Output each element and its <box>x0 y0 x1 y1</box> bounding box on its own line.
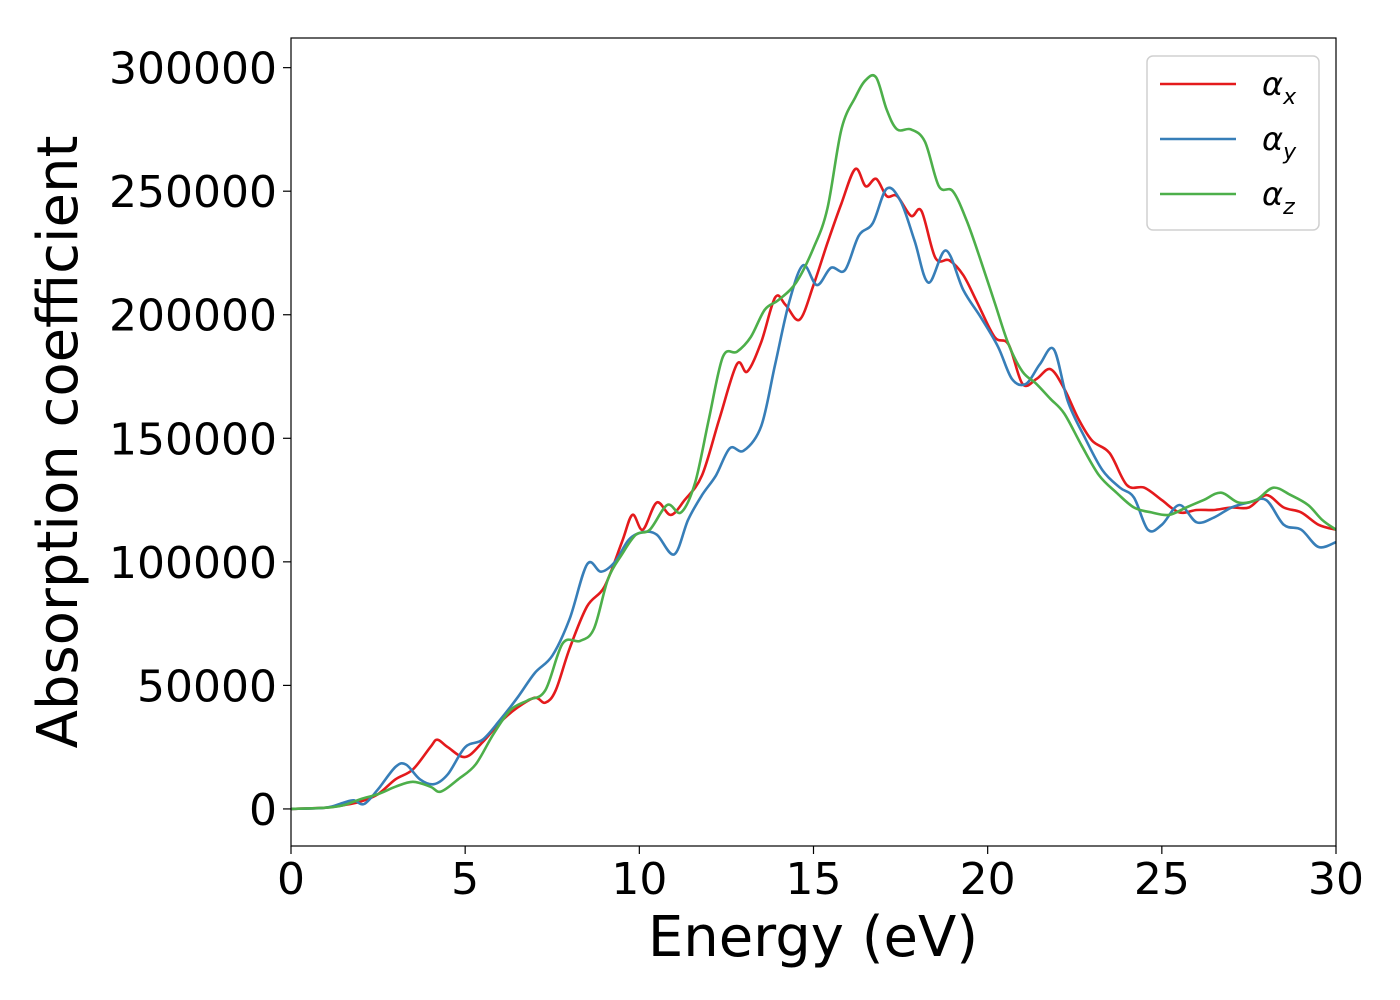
legend-label-z: αz <box>1262 175 1295 220</box>
series-line-z <box>291 73 1336 811</box>
x-tick-label: 5 <box>451 854 479 905</box>
x-tick-label: 30 <box>1308 854 1364 905</box>
legend: αx αy αz <box>1146 55 1320 231</box>
legend-label-x: αx <box>1262 65 1297 110</box>
legend-box <box>1146 55 1320 231</box>
x-tick-label: 0 <box>277 854 305 905</box>
y-tick-label: 100000 <box>109 538 277 589</box>
x-tick-label: 25 <box>1134 854 1190 905</box>
x-axis-ticks: 0 5 10 15 20 25 30 <box>277 846 1364 905</box>
x-axis-label: Energy (eV) <box>648 905 978 970</box>
y-tick-label: 250000 <box>109 167 277 218</box>
x-tick-label: 10 <box>611 854 667 905</box>
x-tick-label: 20 <box>960 854 1016 905</box>
y-axis-ticks: 0 50000 100000 150000 200000 250000 300000 <box>109 44 291 836</box>
x-tick-label: 15 <box>786 854 842 905</box>
y-axis-label: Absorption coefficient <box>26 136 91 749</box>
y-tick-label: 300000 <box>109 44 277 95</box>
plot-layer <box>291 73 1336 811</box>
y-tick-label: 150000 <box>109 414 277 465</box>
series-line-x <box>291 167 1336 811</box>
y-tick-label: 50000 <box>137 661 277 712</box>
series-line-y <box>291 186 1336 811</box>
y-tick-label: 200000 <box>109 291 277 342</box>
legend-label-y: αy <box>1262 120 1297 165</box>
y-tick-label: 0 <box>249 785 277 836</box>
